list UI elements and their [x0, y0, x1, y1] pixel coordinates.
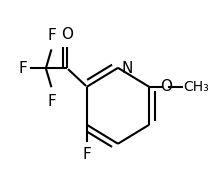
Text: F: F [82, 147, 91, 162]
Text: CH₃: CH₃ [183, 80, 209, 94]
Text: F: F [47, 94, 56, 109]
Text: O: O [61, 27, 73, 42]
Text: N: N [121, 61, 133, 76]
Text: F: F [47, 28, 56, 43]
Text: O: O [160, 79, 172, 94]
Text: F: F [18, 61, 27, 76]
